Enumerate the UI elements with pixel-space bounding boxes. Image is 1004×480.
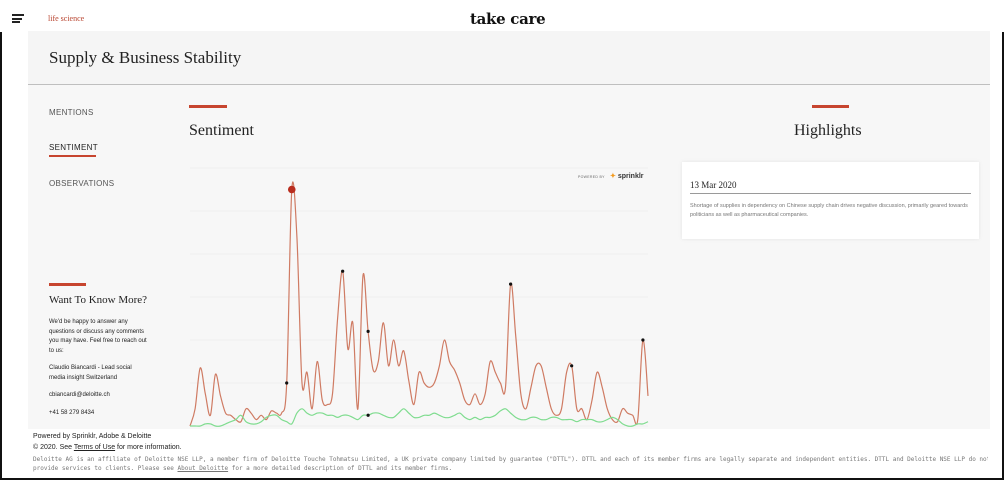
data-point-marker[interactable] [570,364,574,368]
highlight-divider [690,193,971,194]
highlighted-point-marker[interactable] [287,185,296,194]
legal-suffix: for a more detailed description of DTTL … [231,465,453,472]
highlights-title: Highlights [794,122,862,139]
data-point-marker[interactable] [509,282,513,286]
contact-phone[interactable]: +41 58 279 8434 [49,410,95,416]
highlight-card[interactable]: 13 Mar 2020 Shortage of supplies in depe… [682,162,979,239]
copyright-prefix: © 2020. See [33,444,73,451]
top-bar: life science take care [0,0,1004,32]
contact-intro: We'd be happy to answer any questions or… [49,319,147,354]
highlights-accent-bar [812,105,849,108]
footer: Powered by Sprinklr, Adobe & Deloitte © … [33,431,993,453]
sprinklr-mark-icon: ✦ [610,173,616,180]
legal-prefix: provide services to clients. Please see [33,465,174,472]
data-point-marker[interactable] [366,329,370,333]
nav-item-mentions[interactable]: MENTIONS [49,108,94,117]
sentiment-chart [189,167,649,427]
positive-sentiment-line[interactable] [190,408,649,427]
brand-tag[interactable]: life science [48,14,85,23]
page-header: Supply & Business Stability [28,31,990,85]
footer-copyright: © 2020. See Terms of Use for more inform… [33,442,993,453]
data-point-marker[interactable] [366,413,370,417]
terms-of-use-link[interactable]: Terms of Use [73,444,116,451]
sprinklr-logo: ✦ sprinklr [610,172,644,180]
contact-email[interactable]: cbiancardi@deloitte.ch [49,392,110,398]
dashboard-panel: Supply & Business Stability MENTIONS SEN… [28,31,990,429]
chart-grid [190,167,648,427]
contact-person: Claudio Biancardi - Lead social media in… [49,365,132,381]
about-deloitte-link[interactable]: About Deloitte [177,465,229,472]
nav-item-sentiment[interactable]: SENTIMENT [49,143,98,152]
site-logo[interactable]: take care [470,10,546,28]
chart-markers [285,185,645,417]
hamburger-menu-icon[interactable] [12,14,24,23]
copyright-suffix: for more information. [117,444,182,451]
sentiment-accent-bar [189,105,227,108]
legal-notice: Deloitte AG is an affiliate of Deloitte … [33,455,988,473]
sentiment-title: Sentiment [189,122,254,139]
highlight-date: 13 Mar 2020 [690,180,737,190]
legal-line-1: Deloitte AG is an affiliate of Deloitte … [33,456,988,463]
data-point-marker[interactable] [285,381,289,385]
contact-title: Want To Know More? [49,294,148,306]
legal-line-2: provide services to clients. Please see … [33,464,988,473]
sprinklr-wordmark: sprinklr [617,173,644,180]
negative-sentiment-line[interactable] [189,181,649,427]
powered-by-label: POWERED BY [578,175,605,179]
footer-powered: Powered by Sprinklr, Adobe & Deloitte [33,433,152,440]
contact-accent-bar [49,283,86,286]
data-point-marker[interactable] [341,269,345,273]
data-point-marker[interactable] [641,338,645,342]
highlight-text: Shortage of supplies in dependency on Ch… [690,203,968,218]
nav-item-observations[interactable]: OBSERVATIONS [49,179,115,188]
page-title: Supply & Business Stability [49,48,242,67]
nav-active-underline [49,155,96,157]
